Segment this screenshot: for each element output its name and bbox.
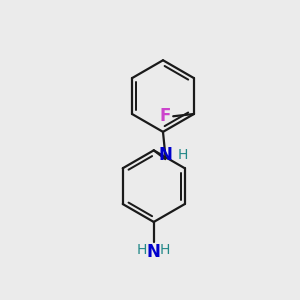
Text: H: H — [137, 243, 147, 257]
Text: N: N — [158, 146, 172, 164]
Text: H: H — [178, 148, 188, 162]
Text: N: N — [147, 243, 161, 261]
Text: F: F — [159, 107, 170, 125]
Text: H: H — [160, 243, 170, 257]
